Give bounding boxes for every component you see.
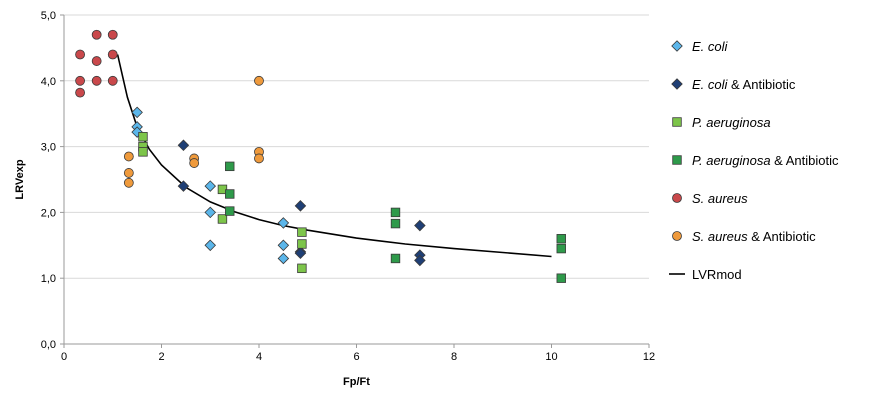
- data-point: [225, 161, 235, 172]
- data-point: [107, 49, 118, 60]
- legend-label: S. aureus & Antibiotic: [692, 229, 816, 244]
- data-point: [414, 219, 426, 232]
- data-point: [556, 234, 566, 244]
- legend-item: E. coli: [671, 39, 729, 54]
- data-point: [277, 217, 290, 229]
- y-tick-label: 5,0: [41, 10, 56, 22]
- data-point: [189, 158, 200, 168]
- legend-marker: [672, 193, 682, 203]
- data-point: [75, 87, 85, 98]
- x-tick-label: 4: [256, 351, 262, 363]
- x-tick-label: 6: [353, 351, 359, 363]
- grid: [64, 14, 649, 279]
- axes: [60, 14, 650, 348]
- data-point: [297, 227, 307, 237]
- series-6: [123, 75, 264, 188]
- data-point: [107, 29, 118, 40]
- legend-label: S. aureus: [692, 191, 748, 206]
- legend-item: P. aeruginosa & Antibiotic: [672, 153, 839, 168]
- y-tick-label: 3,0: [41, 142, 56, 154]
- series-1: [131, 106, 290, 265]
- data-point: [131, 126, 143, 138]
- data-point: [414, 254, 426, 267]
- data-points: [75, 29, 566, 283]
- legend: E. coli E. coli & Antibiotic P. aeruginosa…: [669, 39, 839, 282]
- data-point: [225, 189, 235, 199]
- data-point: [123, 177, 134, 188]
- y-tick-label: 0,0: [41, 339, 56, 351]
- data-point: [75, 75, 85, 86]
- data-point: [204, 180, 217, 192]
- data-point: [107, 75, 118, 86]
- series-2: [177, 139, 426, 267]
- data-point: [294, 247, 307, 259]
- x-tick-label: 10: [545, 351, 557, 363]
- legend-marker: [671, 78, 683, 90]
- legend-label: E. coli & Antibiotic: [692, 77, 796, 92]
- legend-marker: [671, 40, 683, 52]
- y-tick-label: 1,0: [41, 273, 56, 285]
- x-tick-label: 2: [158, 351, 164, 363]
- y-axis-title: LRVexp: [14, 159, 26, 199]
- legend-marker: [672, 155, 682, 165]
- data-point: [297, 263, 307, 274]
- data-point: [294, 200, 307, 212]
- legend-marker: [672, 117, 682, 127]
- data-point: [277, 252, 290, 265]
- x-tick-label: 8: [451, 351, 457, 363]
- data-point: [204, 206, 217, 219]
- data-point: [138, 147, 148, 157]
- x-tick-label: 12: [643, 351, 655, 363]
- x-axis-title: Fp/Ft: [343, 376, 370, 388]
- data-point: [390, 207, 401, 218]
- legend-item: S. aureus: [672, 191, 748, 206]
- data-point: [177, 139, 190, 152]
- legend-item: LVRmod: [669, 267, 742, 282]
- legend-label: P. aeruginosa: [692, 115, 771, 130]
- data-point: [123, 151, 134, 162]
- data-point: [297, 239, 307, 249]
- data-point: [254, 75, 264, 86]
- data-point: [217, 214, 228, 224]
- series-line-lvrmod: [116, 54, 552, 258]
- legend-label: LVRmod: [692, 267, 742, 282]
- data-point: [556, 243, 566, 254]
- y-tick-label: 2,0: [41, 207, 56, 219]
- legend-label: P. aeruginosa & Antibiotic: [692, 153, 839, 168]
- series-3: [138, 132, 307, 274]
- data-point: [254, 153, 264, 164]
- legend-item: P. aeruginosa: [672, 115, 771, 130]
- data-point: [91, 75, 102, 86]
- data-point: [225, 206, 235, 216]
- data-point: [177, 180, 190, 192]
- data-point: [91, 29, 102, 40]
- data-point: [204, 239, 217, 252]
- legend-marker: [672, 231, 682, 241]
- series-4: [225, 161, 566, 283]
- series-5: [75, 29, 118, 98]
- data-point: [556, 273, 566, 283]
- data-point: [131, 106, 143, 119]
- data-point: [123, 168, 134, 178]
- data-point: [138, 132, 148, 142]
- legend-item: E. coli & Antibiotic: [671, 77, 796, 92]
- data-point: [91, 56, 102, 66]
- tick-labels: 0 2 4 6 8 10 12 0,0 1,0 2,0 3,0 4,0 5,0: [41, 10, 655, 363]
- legend-label: E. coli: [692, 39, 729, 54]
- y-tick-label: 4,0: [41, 76, 56, 88]
- data-point: [390, 218, 401, 229]
- data-point: [390, 253, 401, 264]
- model-curve: [116, 54, 552, 258]
- legend-item: S. aureus & Antibiotic: [672, 229, 816, 244]
- x-tick-label: 0: [61, 351, 67, 363]
- data-point: [277, 239, 290, 252]
- data-point: [75, 49, 85, 60]
